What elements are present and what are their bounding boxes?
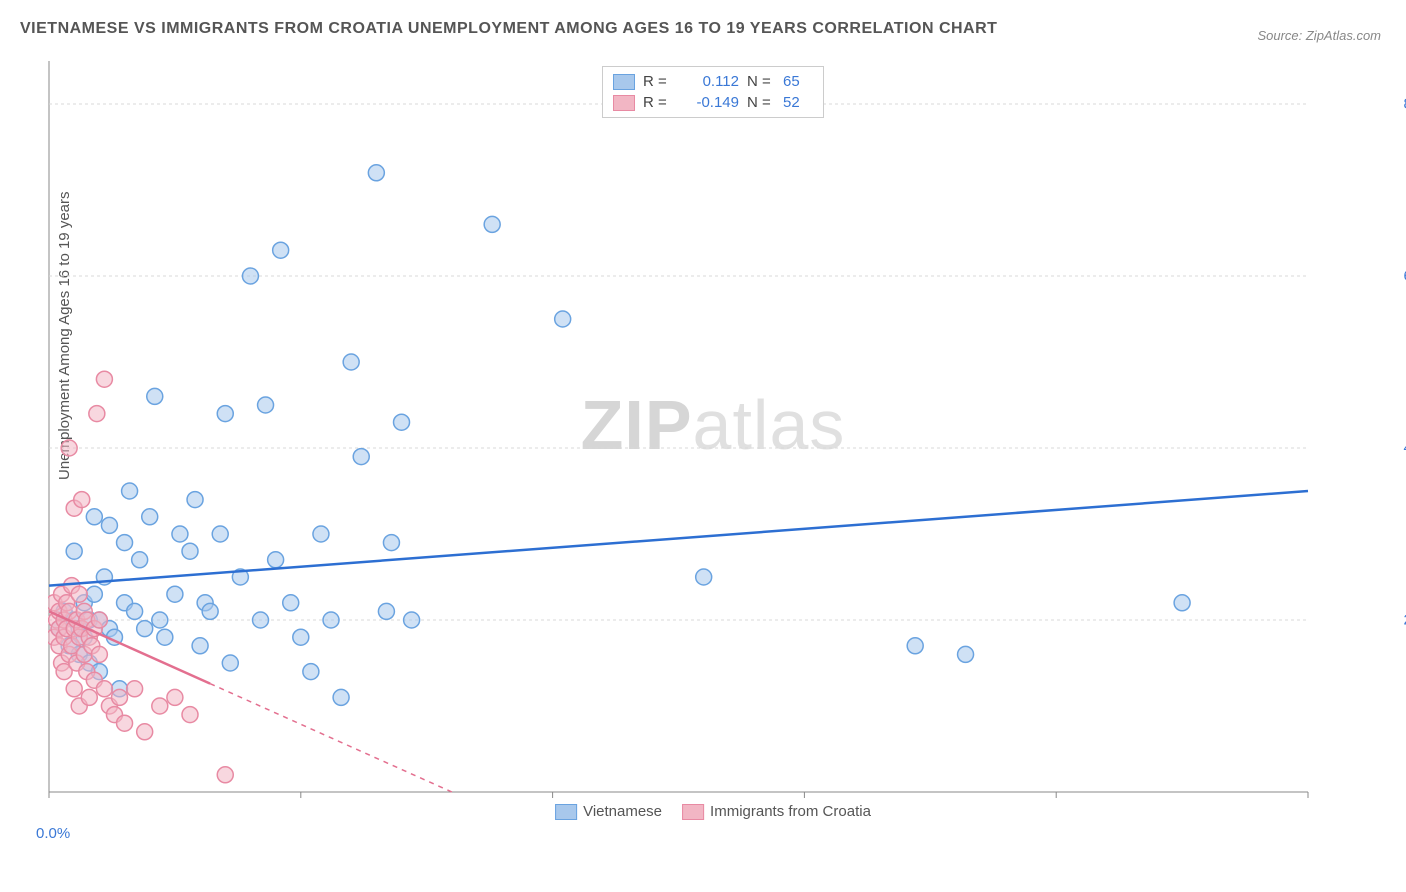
chart-title: VIETNAMESE VS IMMIGRANTS FROM CROATIA UN… — [20, 20, 997, 38]
source-label: Source: ZipAtlas.com — [1257, 28, 1381, 43]
chart-area: Unemployment Among Ages 16 to 19 years Z… — [48, 60, 1378, 820]
series-legend: Vietnamese Immigrants from Croatia — [555, 803, 871, 820]
legend-item-1: Immigrants from Croatia — [682, 803, 871, 820]
legend-row-1: R = -0.149 N = 52 — [613, 92, 813, 113]
legend-bottom-swatch-0 — [555, 804, 577, 820]
scatter-plot — [48, 60, 1378, 820]
legend-n-label-0: N = — [747, 73, 775, 90]
legend-swatch-1 — [613, 95, 635, 111]
legend-swatch-0 — [613, 74, 635, 90]
legend-n-label-1: N = — [747, 94, 775, 111]
legend-row-0: R = 0.112 N = 65 — [613, 71, 813, 92]
legend-bottom-label-1: Immigrants from Croatia — [710, 803, 871, 820]
legend-r-label-0: R = — [643, 73, 671, 90]
legend-r-label-1: R = — [643, 94, 671, 111]
legend-bottom-swatch-1 — [682, 804, 704, 820]
legend-item-0: Vietnamese — [555, 803, 662, 820]
correlation-legend: R = 0.112 N = 65 R = -0.149 N = 52 — [602, 66, 824, 118]
legend-r-value-0: 0.112 — [679, 73, 739, 90]
x-tick-0: 0.0% — [36, 825, 70, 842]
legend-bottom-label-0: Vietnamese — [583, 803, 662, 820]
legend-n-value-0: 65 — [783, 73, 813, 90]
legend-n-value-1: 52 — [783, 94, 813, 111]
legend-r-value-1: -0.149 — [679, 94, 739, 111]
